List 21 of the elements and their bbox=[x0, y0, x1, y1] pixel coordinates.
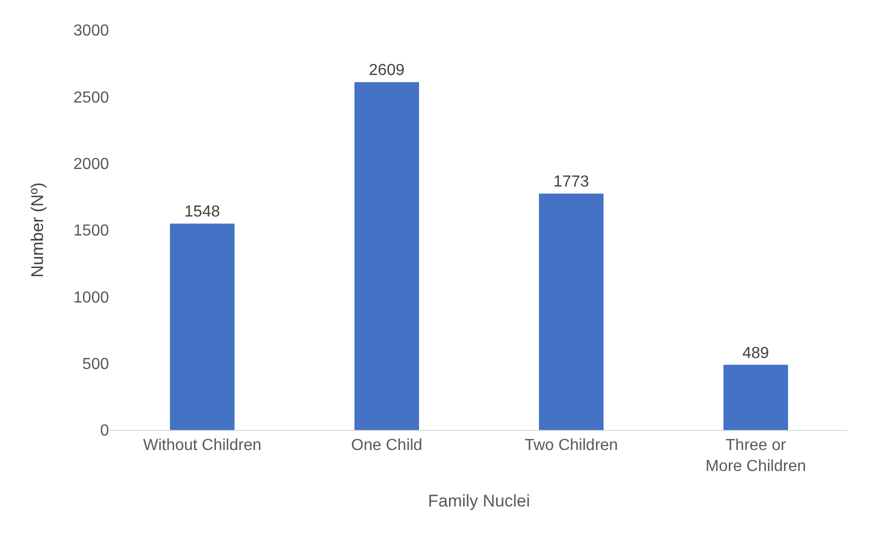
bar bbox=[538, 194, 604, 430]
y-tick-label: 2500 bbox=[73, 89, 110, 106]
data-label: 2609 bbox=[368, 62, 405, 80]
data-label: 489 bbox=[742, 344, 770, 362]
bar bbox=[170, 224, 235, 430]
y-tick-label: 3000 bbox=[73, 22, 110, 40]
y-tick-label: 500 bbox=[82, 356, 110, 373]
y-tick-label: 1000 bbox=[73, 289, 110, 306]
y-axis-title: Number (Nº) bbox=[28, 182, 47, 278]
data-label: 1548 bbox=[184, 204, 220, 221]
x-tick-label: Two Children bbox=[524, 437, 618, 454]
bar bbox=[723, 364, 788, 430]
bar bbox=[354, 82, 420, 430]
x-tick-label: One Child bbox=[351, 437, 422, 454]
y-tick-label: 0 bbox=[100, 422, 110, 440]
x-tick-label: Three or More Children bbox=[706, 437, 806, 475]
data-label: 1773 bbox=[553, 174, 590, 191]
y-tick-label: 1500 bbox=[73, 222, 110, 240]
x-tick-label: Without Children bbox=[143, 437, 262, 454]
y-tick-label: 2000 bbox=[73, 156, 110, 173]
x-axis-title: Family Nuclei bbox=[428, 491, 530, 510]
